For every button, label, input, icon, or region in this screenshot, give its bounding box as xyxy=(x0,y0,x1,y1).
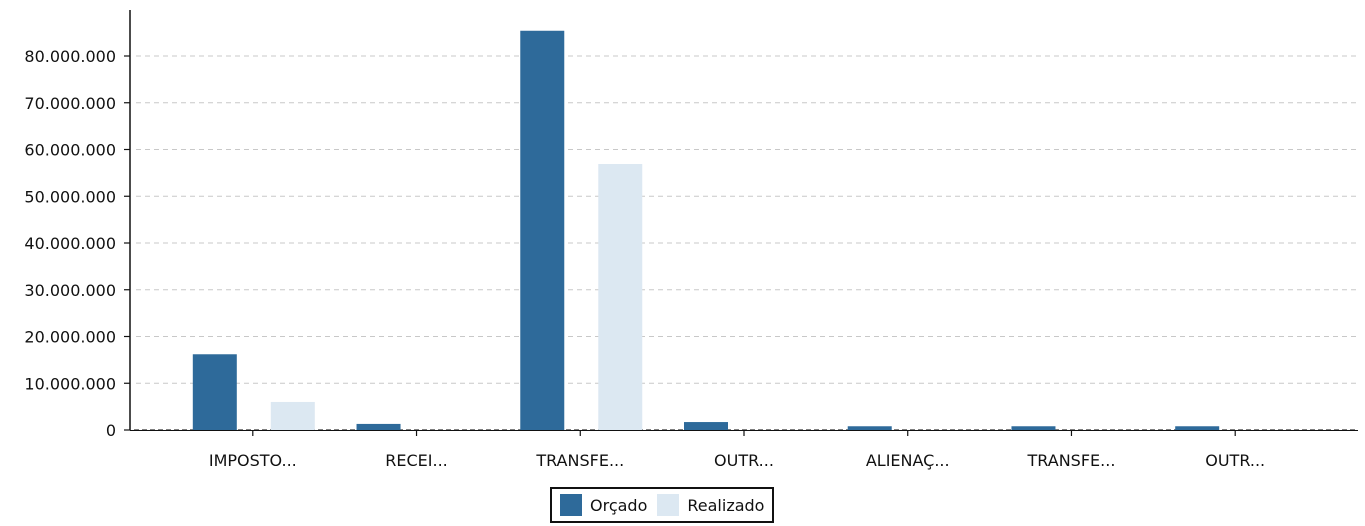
bar-realizado xyxy=(270,401,315,430)
gridlines xyxy=(136,55,1358,384)
axes xyxy=(129,10,1358,431)
x-tick-label: OUTR... xyxy=(714,451,774,470)
legend-item-orcado[interactable]: Orçado xyxy=(560,494,647,516)
y-axis-ticks: 0 10.000.000 20.000.000 30.000.000 40.000.00… xyxy=(24,47,130,440)
legend-swatch-orcado xyxy=(560,494,582,516)
y-tick-label: 20.000.000 xyxy=(24,328,116,347)
bar-orcado xyxy=(520,30,565,430)
y-tick-label: 60.000.000 xyxy=(24,141,116,160)
bar-orcado xyxy=(1175,426,1220,430)
legend-label-realizado: Realizado xyxy=(687,495,765,515)
bars xyxy=(192,30,1220,430)
legend-label-orcado: Orçado xyxy=(590,495,648,515)
bar-orcado xyxy=(1011,426,1056,430)
y-tick-label: 30.000.000 xyxy=(24,281,116,300)
y-tick-label: 50.000.000 xyxy=(24,187,116,206)
bar-orcado xyxy=(847,426,892,430)
x-tick-label: RECEI... xyxy=(385,451,447,470)
x-tick-label: OUTR... xyxy=(1205,451,1265,470)
x-tick-label: TRANSFE... xyxy=(535,451,624,470)
x-tick-label: ALIENAÇ... xyxy=(866,451,950,470)
x-tick-label: TRANSFE... xyxy=(1027,451,1116,470)
legend-swatch-realizado xyxy=(657,494,680,516)
x-tick-label: IMPOSTO... xyxy=(209,451,297,470)
x-axis-ticks: IMPOSTO... RECEI... TRANSFE... OUTR... ALIEN… xyxy=(209,430,1265,470)
legend: Orçado Realizado xyxy=(550,487,775,523)
y-tick-label: 70.000.000 xyxy=(24,94,116,113)
y-tick-label: 80.000.000 xyxy=(24,47,116,66)
bar-orcado xyxy=(192,354,237,430)
legend-item-realizado[interactable]: Realizado xyxy=(657,494,764,516)
y-tick-label: 10.000.000 xyxy=(24,374,116,393)
bar-orcado xyxy=(356,423,401,430)
y-tick-label: 40.000.000 xyxy=(24,234,116,253)
y-tick-label: 0 xyxy=(106,421,116,440)
bar-orcado xyxy=(684,422,728,430)
bar-realizado xyxy=(598,163,643,430)
